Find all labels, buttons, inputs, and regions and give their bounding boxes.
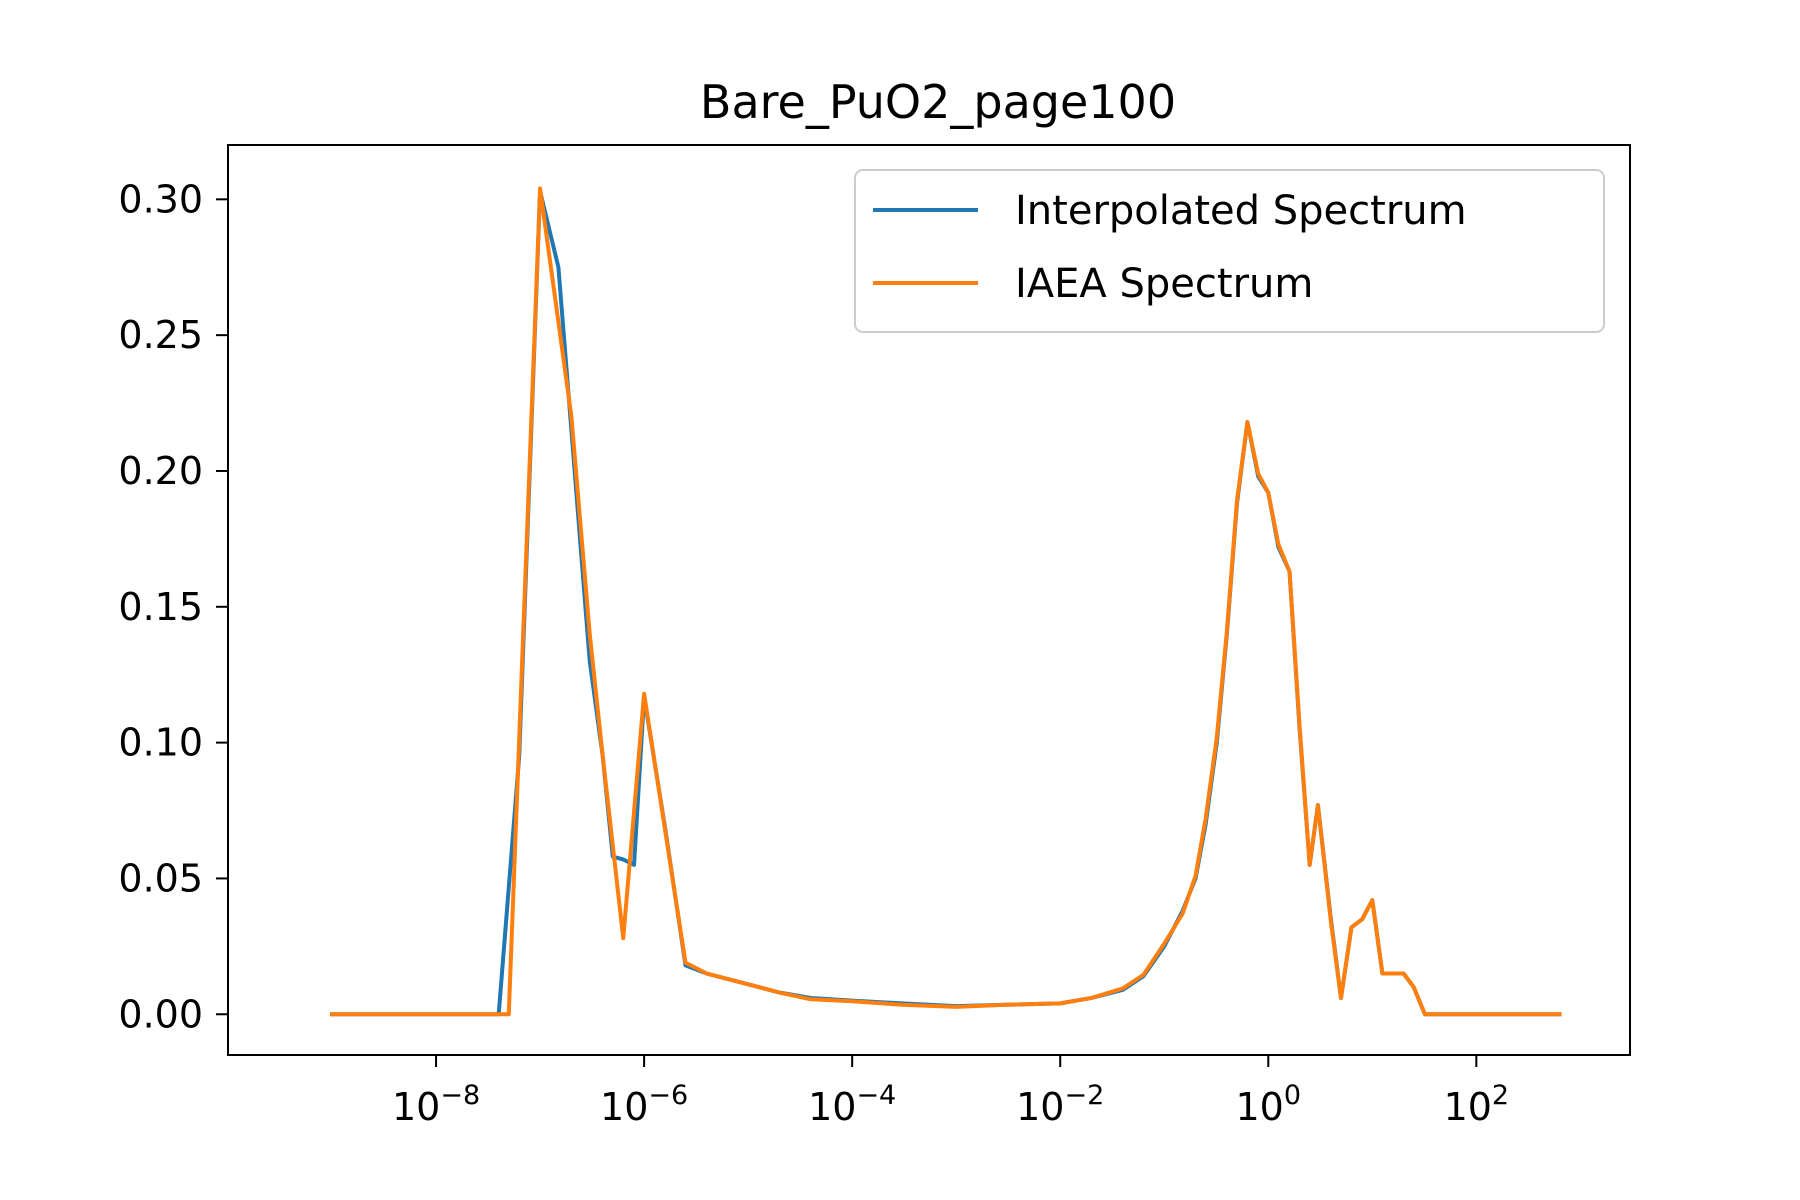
chart-title: Bare_PuO2_page100 — [700, 75, 1176, 129]
x-tick-exponent: 2 — [1492, 1080, 1509, 1111]
x-tick-exponent: −8 — [440, 1080, 480, 1111]
x-tick-label: 10−4 — [808, 1080, 896, 1129]
y-tick-label: 0.00 — [118, 992, 203, 1036]
x-tick-base: 10 — [392, 1085, 440, 1129]
x-tick-exponent: 0 — [1284, 1080, 1301, 1111]
x-tick-exponent: −2 — [1064, 1080, 1104, 1111]
legend-label-interpolated: Interpolated Spectrum — [1015, 188, 1467, 234]
x-tick-label: 100 — [1236, 1080, 1302, 1129]
y-tick-label: 0.15 — [118, 585, 203, 629]
y-tick-label: 0.20 — [118, 449, 203, 493]
plot-frame — [227, 144, 1631, 1056]
series-line-iaea — [330, 186, 1562, 1017]
x-tick-label: 10−6 — [600, 1080, 688, 1129]
series-layer — [330, 186, 1562, 1017]
y-tick-label: 0.30 — [118, 177, 203, 221]
y-tick-label: 0.05 — [118, 856, 203, 900]
x-tick-base: 10 — [1016, 1085, 1064, 1129]
x-tick-base: 10 — [808, 1085, 856, 1129]
x-tick-exponent: −4 — [856, 1080, 896, 1111]
y-axis: 0.00 0.05 0.10 0.15 0.20 0.25 0.30 — [118, 177, 228, 1036]
legend: Interpolated Spectrum IAEA Spectrum — [854, 169, 1605, 333]
x-tick-label: 102 — [1444, 1080, 1510, 1129]
x-axis: 10−8 10−6 10−4 10−2 100 102 — [392, 1055, 1509, 1129]
x-tick-exponent: −6 — [648, 1080, 688, 1111]
legend-label-iaea: IAEA Spectrum — [1015, 261, 1313, 307]
legend-box — [854, 169, 1605, 333]
x-tick-base: 10 — [1236, 1085, 1284, 1129]
x-tick-base: 10 — [1444, 1085, 1492, 1129]
y-tick-label: 0.25 — [118, 313, 203, 357]
x-tick-label: 10−2 — [1016, 1080, 1104, 1129]
x-tick-base: 10 — [600, 1085, 648, 1129]
y-tick-label: 0.10 — [118, 721, 203, 765]
x-tick-label: 10−8 — [392, 1080, 480, 1129]
